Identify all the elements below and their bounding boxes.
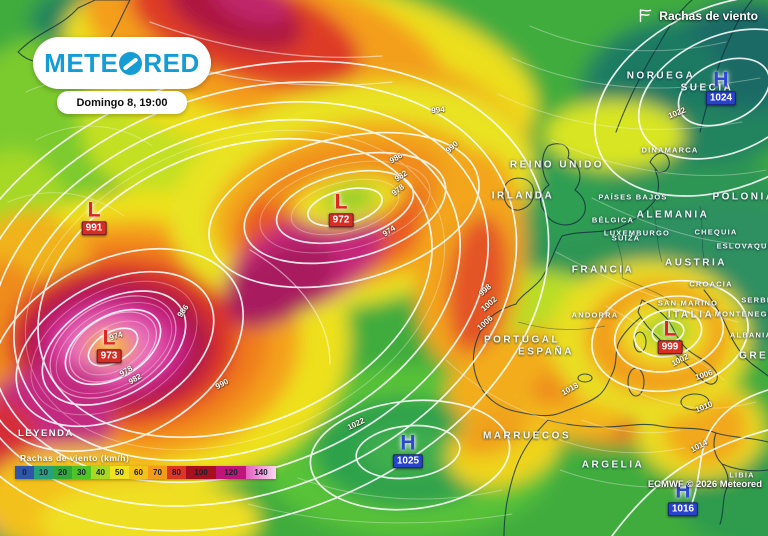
meteored-logo: METE RED [33, 37, 211, 89]
legend-stop: 20 [53, 466, 72, 479]
layer-label: Rachas de viento [638, 8, 758, 23]
wind-icon [640, 9, 652, 23]
legend-stop: 140 [246, 466, 276, 479]
legend-stop: 100 [186, 466, 216, 479]
legend-stop: 30 [72, 466, 91, 479]
legend-stop: 70 [148, 466, 167, 479]
legend-title: LEYENDA [18, 428, 74, 439]
meteored-logo-text: METE RED [44, 47, 200, 78]
legend-stop: 10 [34, 466, 53, 479]
legend-stop: 0 [15, 466, 34, 479]
legend-subtitle: Rachas de viento (km/h) [20, 453, 130, 463]
legend-stop: 50 [110, 466, 129, 479]
forecast-datetime: Domingo 8, 19:00 [57, 91, 187, 114]
legend-stop: 120 [216, 466, 246, 479]
legend-stop: 40 [91, 466, 110, 479]
legend-color-bar: 0 10 20 30 40 50 60 70 80 100 120 140 [15, 466, 276, 479]
legend-stop: 80 [167, 466, 186, 479]
legend-stop: 60 [129, 466, 148, 479]
attribution: ECMWF © 2026 Meteored [647, 479, 762, 490]
meteored-o-icon [119, 51, 143, 75]
